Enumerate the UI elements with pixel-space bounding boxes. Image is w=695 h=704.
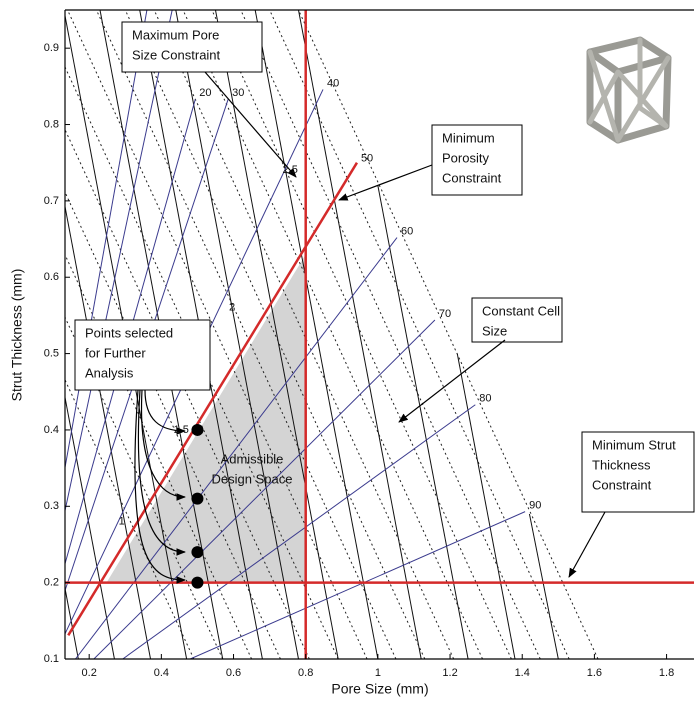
x-tick-label: 0.4	[154, 667, 169, 679]
annotation-text: Size Constraint	[132, 47, 221, 62]
annotation-text: Constraint	[442, 170, 502, 185]
y-tick-label: 0.1	[44, 653, 59, 665]
overlay: Maximum Pore Size Constraint Minimum Porosi…	[75, 22, 694, 512]
porosity-label: 70	[439, 308, 451, 320]
cell-size-line	[378, 186, 468, 659]
cube-icon	[590, 40, 668, 140]
y-tick-label: 0.2	[44, 577, 59, 589]
porosity-label: 60	[401, 225, 413, 237]
annotation-text: Points selected	[85, 325, 173, 340]
cube-top	[590, 40, 668, 72]
cube-struts	[590, 40, 668, 140]
annotation-text: Design Space	[212, 471, 293, 486]
cell-size-label: 2.5	[283, 164, 298, 176]
x-tick-label: 1.4	[515, 667, 530, 679]
x-tick-label: 1.2	[442, 667, 457, 679]
x-tick-label: 0.2	[82, 667, 97, 679]
porosity-label: 50	[361, 153, 373, 165]
porosity-label: 80	[479, 393, 491, 405]
x-tick-label: 0.6	[226, 667, 241, 679]
annotation-text: Minimum	[442, 130, 495, 145]
y-tick-label: 0.5	[44, 347, 59, 359]
cell-size-label: 1	[119, 515, 125, 527]
x-tick-label: 1.8	[659, 667, 674, 679]
annotation-text: Analysis	[85, 365, 134, 380]
porosity-line	[75, 238, 397, 659]
porosity-label: 40	[327, 77, 339, 89]
porosity-label: 90	[529, 500, 541, 512]
cell-size-line	[529, 514, 558, 659]
annotation-text: Constraint	[592, 477, 652, 492]
y-tick-label: 0.3	[44, 500, 59, 512]
y-tick-label: 0.9	[44, 42, 59, 54]
annotation-text: Porosity	[442, 150, 489, 165]
y-tick-label: 0.4	[44, 424, 59, 436]
x-tick-label: 1.6	[587, 667, 602, 679]
annotation-text: Thickness	[592, 457, 651, 472]
chart: Maximum Pore Size Constraint Minimum Porosi…	[0, 0, 695, 704]
annotation-text: Minimum Strut	[592, 437, 676, 452]
selected-point	[191, 493, 203, 505]
porosity-label: 30	[232, 87, 244, 99]
x-axis-label: Pore Size (mm)	[331, 681, 428, 697]
annotation-text: Admissible	[221, 451, 284, 466]
x-tick-label: 1	[375, 667, 381, 679]
annotation-text: for Further	[85, 345, 146, 360]
y-tick-label: 0.6	[44, 271, 59, 283]
arrow	[205, 72, 296, 177]
x-tick-label: 0.8	[298, 667, 313, 679]
cell-size-label: 2	[229, 302, 235, 314]
cell-size-label: 1.5	[174, 424, 189, 436]
y-tick-label: 0.8	[44, 118, 59, 130]
annotation-text: Size	[482, 323, 507, 338]
porosity-label: 20	[199, 87, 211, 99]
y-axis-label: Strut Thickness (mm)	[9, 269, 25, 402]
annotation-text: Maximum Pore	[132, 27, 219, 42]
y-tick-label: 0.7	[44, 195, 59, 207]
selected-point	[191, 577, 203, 589]
selected-point	[191, 424, 203, 436]
selected-point	[191, 546, 203, 558]
annotation-text: Constant Cell	[482, 303, 560, 318]
arrow	[569, 512, 605, 577]
